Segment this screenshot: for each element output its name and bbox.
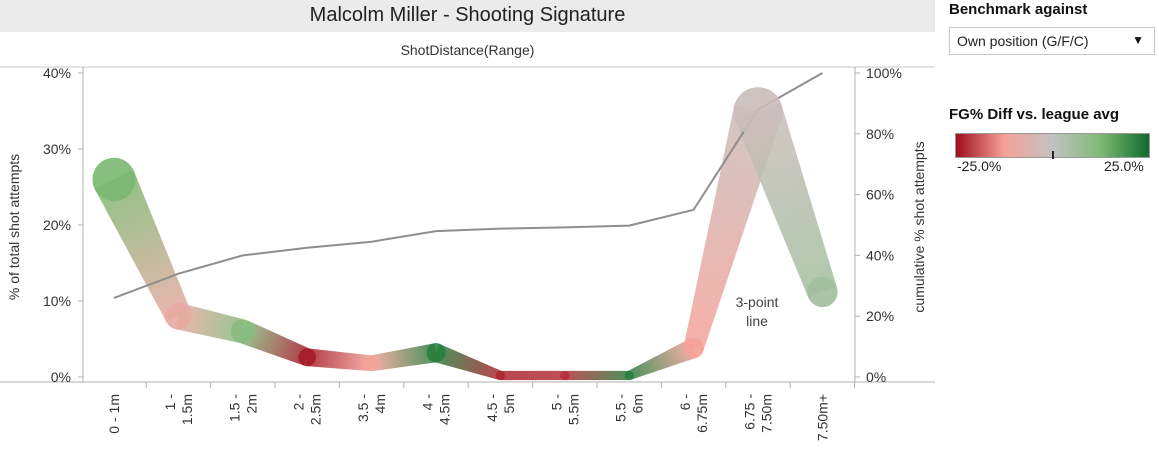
ribbon-segment: [500, 370, 565, 381]
ribbon-segment: [238, 320, 311, 366]
y2-tick-label: 40%: [866, 247, 894, 263]
data-point-bubble: [683, 338, 704, 359]
ribbon-segment: [564, 370, 630, 381]
ribbon-segment: [306, 348, 373, 372]
y-tick-label: 0%: [51, 369, 71, 385]
ticks-layer: 0% 10% 20% 30% 40% 0% 20% 40% 60% 80% 100%: [43, 65, 902, 388]
x-tick-label: 0 - 1m: [106, 394, 122, 434]
x-tick-label: 5.5 -: [613, 394, 629, 422]
x-tick-label: 4.5 -: [484, 394, 500, 422]
ribbon-layer: [94, 103, 837, 381]
x-tick-label: 5 -: [548, 394, 564, 411]
benchmark-selected-value: Own position (G/F/C): [957, 33, 1089, 49]
y2-tick-label: 20%: [866, 308, 894, 324]
data-point-bubble: [560, 370, 570, 381]
y2-axis-label: cumulative % shot attempts: [911, 141, 927, 312]
x-tick-label: 7.50m: [759, 394, 775, 433]
data-point-bubble: [363, 355, 380, 372]
y-axis-label: % of total shot attempts: [6, 154, 22, 300]
y-tick-label: 30%: [43, 141, 71, 157]
y-tick-label: 10%: [43, 293, 71, 309]
data-point-bubble: [495, 370, 506, 381]
x-tick-label: 5m: [501, 394, 517, 413]
y2-tick-label: 80%: [866, 126, 894, 142]
chart-area: % of total shot attempts cumulative % sh…: [0, 65, 935, 441]
x-tick-label: 2 -: [291, 394, 307, 411]
annotation-line-1: 3-point: [736, 294, 779, 310]
x-tick-label: 5.5m: [565, 394, 581, 425]
ribbon-segment: [432, 343, 502, 380]
y2-tick-label: 0%: [866, 369, 886, 385]
x-label-layer: 0 - 1m 1 -1.5m 1.5 -2m 2 -2.5m 3.5 -4m 4 -4.5…: [106, 394, 830, 441]
data-point-bubble: [298, 348, 317, 367]
ribbon-segment: [175, 303, 246, 344]
benchmark-heading: Benchmark against: [949, 1, 1088, 18]
data-point-bubble: [426, 343, 446, 363]
x-tick-label: 2m: [243, 394, 259, 413]
x-tick-label: 6m: [630, 394, 646, 413]
caret-down-icon: ▼: [1132, 33, 1144, 47]
data-point-bubble: [807, 276, 838, 308]
x-tick-label: 6.75m: [694, 394, 710, 433]
y2-tick-label: 60%: [866, 187, 894, 203]
legend-center-tick: [1052, 151, 1054, 159]
title-bar: [0, 0, 935, 32]
legend-title: FG% Diff vs. league avg: [949, 106, 1120, 123]
legend-max-label: 25.0%: [1104, 158, 1144, 174]
x-tick-label: 6.75 -: [742, 394, 758, 430]
data-point-bubble: [624, 370, 634, 381]
annotation-line-2: line: [746, 313, 768, 329]
cumulative-line: [113, 72, 823, 299]
chart-title: Malcolm Miller - Shooting Signature: [309, 4, 626, 26]
cumulative-layer: [113, 72, 823, 299]
data-point-bubble: [733, 87, 783, 137]
x-tick-label: 2.5m: [308, 394, 324, 425]
chart-subtitle: ShotDistance(Range): [400, 42, 535, 58]
x-tick-label: 4m: [372, 394, 388, 413]
legend-min-label: -25.0%: [957, 158, 1002, 174]
data-point-bubble: [165, 302, 192, 330]
x-tick-label: 1.5 -: [226, 394, 242, 422]
x-tick-label: 4 -: [420, 394, 436, 411]
ribbon-segment: [94, 170, 191, 322]
y-tick-label: 20%: [43, 217, 71, 233]
ribbon-segment: [627, 338, 698, 380]
x-tick-label: 7.50m+: [814, 394, 830, 441]
data-point-bubble: [230, 319, 255, 344]
x-tick-label: 1 -: [162, 394, 178, 411]
bubble-layer: [92, 87, 838, 381]
y-tick-label: 40%: [43, 65, 71, 81]
data-point-bubble: [92, 157, 136, 202]
x-tick-label: 1.5m: [179, 394, 195, 425]
x-tick-label: 3.5 -: [355, 394, 371, 422]
y2-tick-label: 100%: [866, 65, 902, 81]
x-tick-label: 6 -: [677, 394, 693, 411]
ribbon-segment: [734, 103, 837, 298]
benchmark-dropdown[interactable]: Own position (G/F/C) ▼: [949, 27, 1155, 55]
ribbon-segment: [370, 343, 438, 372]
x-tick-label: 4.5m: [437, 394, 453, 425]
